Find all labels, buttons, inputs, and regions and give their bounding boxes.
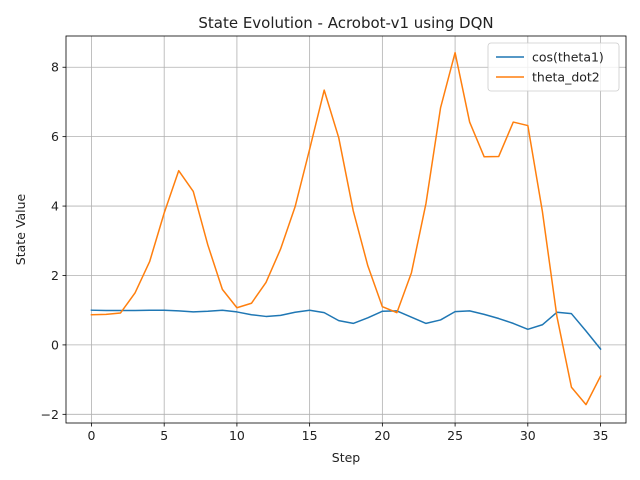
y-tick-label: 6 xyxy=(51,129,59,144)
legend-box xyxy=(487,42,620,92)
grid xyxy=(66,36,626,423)
legend-label: theta_dot2 xyxy=(532,70,600,85)
x-tick-label: 0 xyxy=(87,428,95,443)
y-tick-label: 0 xyxy=(51,337,59,352)
x-tick-label: 15 xyxy=(302,428,318,443)
y-tick-label: 4 xyxy=(51,199,59,214)
y-tick-label: 2 xyxy=(51,268,59,283)
legend: cos(theta1) theta_dot2 xyxy=(487,42,620,92)
x-tick-label: 35 xyxy=(593,428,609,443)
x-tick-label: 30 xyxy=(520,428,536,443)
y-axis-label: State Value xyxy=(13,193,28,265)
series-line-2 xyxy=(90,51,602,406)
y-tick-label: 8 xyxy=(51,60,59,75)
x-tick-label: 20 xyxy=(374,428,390,443)
plot-frame xyxy=(65,35,627,424)
legend-label: cos(theta1) xyxy=(532,50,604,65)
series-line-1 xyxy=(90,309,602,351)
x-axis-label: Step xyxy=(332,450,361,465)
series-layer xyxy=(90,51,602,406)
x-tick-label: 5 xyxy=(160,428,168,443)
x-tick-label: 10 xyxy=(229,428,245,443)
x-tick-label: 25 xyxy=(447,428,463,443)
axis-ticks: 0 5 10 15 20 25 30 35 −2 0 2 4 6 8 xyxy=(41,60,609,443)
chart-title: State Evolution - Acrobot-v1 using DQN xyxy=(198,14,493,32)
y-tick-label: −2 xyxy=(41,407,59,422)
